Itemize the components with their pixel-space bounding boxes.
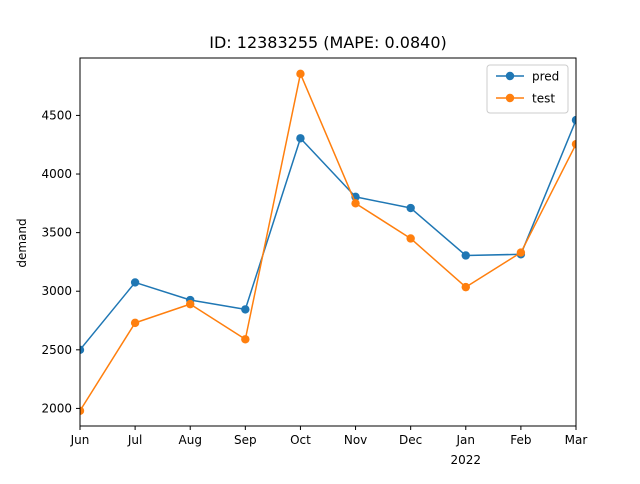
data-point-test-jan — [461, 282, 470, 292]
data-point-pred-oct — [296, 134, 305, 143]
y-tick-label: 2000 — [41, 401, 72, 415]
data-point-pred-sep — [241, 305, 250, 314]
x-tick-label: Dec — [399, 433, 422, 447]
x-tick-label: Nov — [344, 433, 367, 447]
data-point-pred-jun — [80, 345, 85, 355]
x-tick-label: Jun — [70, 433, 90, 447]
x-tick-label: Feb — [510, 433, 531, 447]
series-line-pred — [80, 119, 576, 351]
data-point-pred-mar — [571, 115, 576, 125]
axes-frame — [79, 57, 577, 427]
data-point-test-feb — [516, 248, 526, 257]
legend-marker-pred — [505, 71, 515, 81]
x-tick-label: Mar — [565, 433, 588, 447]
data-point-test-oct — [296, 69, 305, 79]
y-tick-label: 2500 — [41, 343, 72, 357]
data-point-test-dec — [406, 234, 415, 243]
x-tick-label: Jan — [456, 433, 476, 447]
legend: pred test — [486, 64, 569, 114]
plot-area: Jun Jul Aug Sep Oct Nov Dec Jan Feb Mar 2022 2000 25… — [41, 57, 588, 467]
data-point-test-sep — [241, 335, 250, 344]
data-point-pred-jan — [461, 251, 470, 260]
x-tick-label: Aug — [179, 433, 202, 447]
data-point-pred-jul — [130, 278, 140, 287]
legend-label-pred: pred — [532, 70, 559, 84]
x-year-label: 2022 — [451, 453, 482, 467]
series-group — [80, 69, 576, 415]
data-point-test-jun — [80, 406, 85, 415]
data-point-pred-dec — [406, 203, 415, 213]
legend-label-test: test — [532, 92, 555, 106]
y-tick-label: 3000 — [41, 284, 72, 298]
data-point-test-nov — [351, 199, 360, 208]
data-point-test-aug — [186, 299, 195, 309]
y-axis-label: demand — [15, 218, 29, 267]
y-tick-label: 3500 — [41, 226, 72, 240]
chart-title: ID: 12383255 (MAPE: 0.0840) — [209, 33, 447, 52]
x-tick-label: Sep — [234, 433, 257, 447]
y-tick-label: 4000 — [41, 167, 72, 181]
data-point-test-mar — [571, 139, 576, 149]
x-tick-label: Oct — [290, 433, 311, 447]
x-tick-label: Jul — [127, 433, 142, 447]
legend-marker-test — [505, 93, 515, 103]
y-tick-label: 4500 — [41, 108, 72, 122]
series-line-test — [80, 73, 576, 412]
data-point-test-jul — [130, 318, 140, 328]
